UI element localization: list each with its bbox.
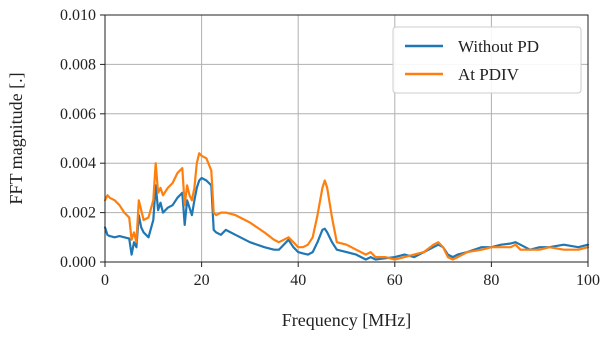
legend: Without PD At PDIV <box>392 26 582 94</box>
y-tick-label-2: 0.004 <box>60 155 96 172</box>
x-tick-label-3: 60 <box>387 272 403 289</box>
series-line-without-pd <box>103 176 590 261</box>
x-axis: 0 20 40 60 80 100 <box>101 262 600 289</box>
y-tick-label-3: 0.006 <box>60 106 96 123</box>
y-axis: 0.000 0.002 0.004 0.006 0.008 0.010 <box>60 7 105 271</box>
x-tick-label-0: 0 <box>101 272 109 289</box>
y-tick-label-1: 0.002 <box>60 205 96 222</box>
legend-label-at-pdiv: At PDIV <box>458 65 520 84</box>
series-layer <box>103 152 590 261</box>
legend-box <box>392 26 582 94</box>
legend-label-without-pd: Without PD <box>458 37 539 56</box>
y-axis-label: FFT magnitude [.] <box>6 72 26 204</box>
x-axis-label: Frequency [MHz] <box>282 310 411 330</box>
x-tick-label-2: 40 <box>290 272 306 289</box>
x-tick-label-4: 80 <box>483 272 499 289</box>
plot-frame <box>104 14 589 263</box>
y-tick-label-4: 0.008 <box>60 56 96 73</box>
y-tick-label-0: 0.000 <box>60 254 96 271</box>
x-tick-label-5: 100 <box>576 272 600 289</box>
x-tick-label-1: 20 <box>194 272 210 289</box>
y-tick-label-5: 0.010 <box>60 7 96 24</box>
series-line-at-pdiv <box>103 152 590 261</box>
